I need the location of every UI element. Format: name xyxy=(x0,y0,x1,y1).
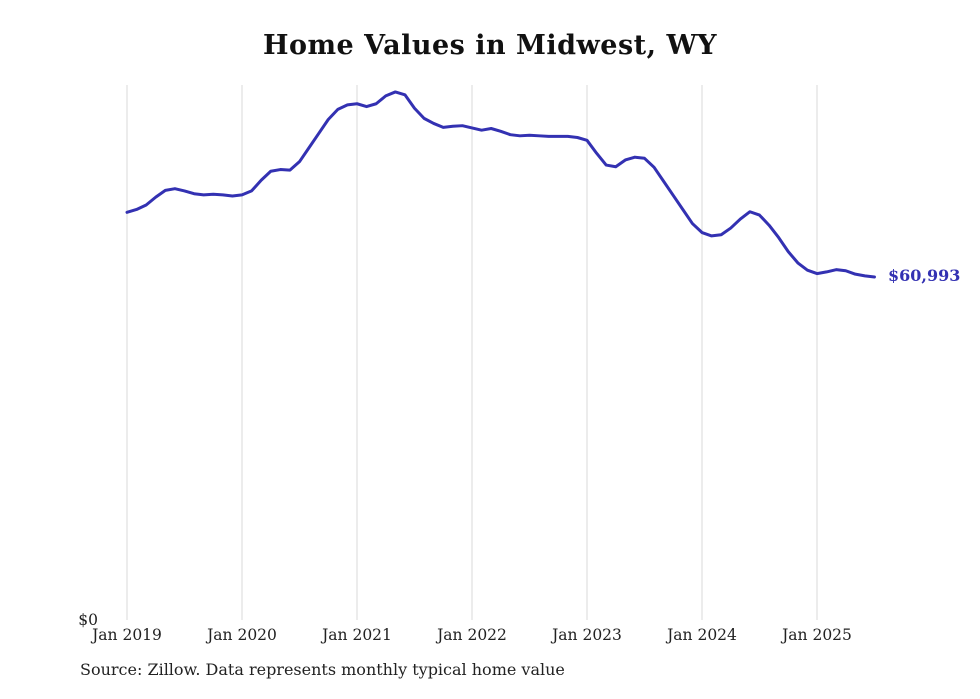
x-tick-label: Jan 2023 xyxy=(550,626,622,644)
x-axis-tick-labels: Jan 2019 Jan 2020 Jan 2021 Jan 2022 Jan 2023… xyxy=(90,626,852,644)
home-value-series-line xyxy=(125,90,876,279)
last-value-label: $60,993 xyxy=(888,266,961,285)
x-tick-label: Jan 2022 xyxy=(435,626,507,644)
y-tick-label-zero: $0 xyxy=(78,611,98,629)
x-tick-label: Jan 2019 xyxy=(90,626,162,644)
vertical-gridlines xyxy=(126,85,818,620)
x-tick-label: Jan 2021 xyxy=(320,626,392,644)
source-attribution: Source: Zillow. Data represents monthly … xyxy=(80,660,565,679)
y-axis-tick-labels: $0 xyxy=(78,611,98,629)
x-tick-label: Jan 2020 xyxy=(205,626,277,644)
x-tick-label: Jan 2024 xyxy=(665,626,737,644)
chart-title: Home Values in Midwest, WY xyxy=(262,30,718,61)
x-tick-label: Jan 2025 xyxy=(780,626,852,644)
